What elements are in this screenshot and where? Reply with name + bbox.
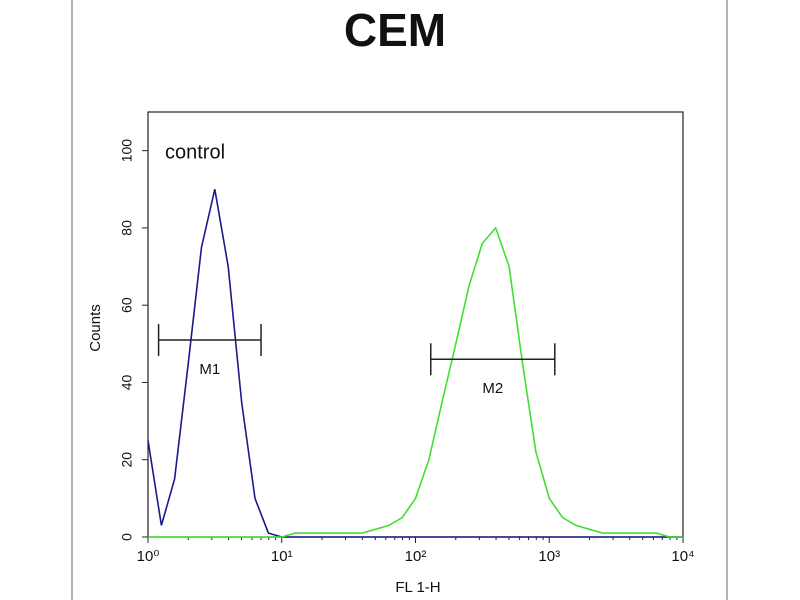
frame — [71, 0, 728, 600]
y-tick-label: 20 — [119, 452, 135, 468]
legend-label: control — [165, 141, 225, 163]
y-tick-label: 40 — [119, 374, 135, 390]
y-tick-label: 0 — [119, 533, 135, 541]
x-tick-label: 10² — [405, 548, 427, 565]
x-tick-label: 10⁰ — [137, 548, 160, 565]
x-tick-label: 10¹ — [271, 548, 293, 565]
y-tick-label: 80 — [119, 220, 135, 236]
y-axis-label: Counts — [87, 304, 104, 352]
series-line — [147, 189, 683, 538]
x-tick-label: 10⁴ — [671, 548, 694, 565]
x-axis-label: FL 1-H — [395, 579, 440, 596]
series-line — [148, 226, 683, 538]
y-tick-label: 100 — [119, 139, 135, 163]
chart-title: CEM — [344, 4, 446, 56]
gate-label: M2 — [482, 380, 503, 397]
gate-label: M1 — [199, 361, 220, 378]
x-tick-label: 10³ — [538, 548, 560, 565]
y-tick-label: 60 — [119, 297, 135, 313]
